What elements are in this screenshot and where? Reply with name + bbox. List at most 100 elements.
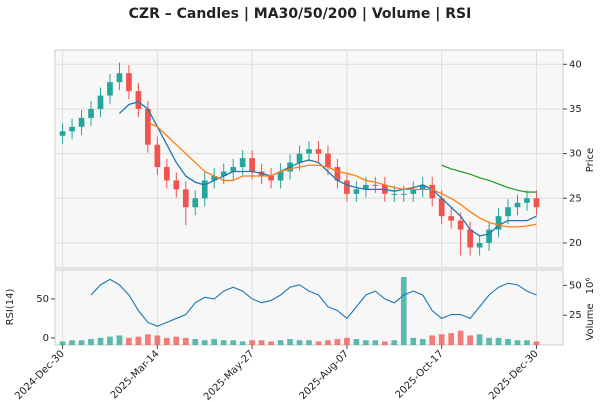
x-tick-label: 2025-Mar-14	[109, 348, 162, 401]
volume-bar	[315, 341, 322, 345]
candle-body	[220, 171, 227, 176]
volume-bar	[97, 337, 104, 345]
volume-bar	[344, 337, 350, 345]
volume-bar	[173, 336, 180, 345]
volume-bar	[363, 340, 369, 345]
volume-bar	[154, 335, 161, 345]
volume-bar	[429, 335, 436, 345]
volume-bar	[192, 339, 199, 345]
rsi-label: RSI(14)	[5, 289, 16, 326]
candle-body	[277, 171, 284, 181]
y-tick-label: 50	[569, 280, 582, 291]
volume-bar	[419, 339, 426, 345]
x-tick-label: 2025-Dec-30	[487, 348, 541, 402]
volume-offset: 10⁶	[585, 278, 596, 295]
volume-bar	[230, 340, 237, 345]
candle-body	[363, 184, 369, 190]
volume-bar	[258, 340, 265, 345]
volume-bar	[306, 340, 312, 345]
volume-bar	[400, 277, 407, 345]
candle-body	[211, 175, 218, 181]
candle-body	[201, 180, 208, 199]
candle-body	[230, 167, 237, 172]
volume-bar	[163, 337, 170, 345]
volume-bar	[69, 340, 75, 345]
volume-bar	[135, 336, 142, 345]
volume-bar	[514, 340, 521, 345]
volume-bar	[438, 334, 445, 345]
candle-body	[429, 184, 436, 199]
candle-body	[505, 207, 511, 217]
volume-bar	[126, 337, 132, 345]
volume-bar	[201, 340, 208, 345]
volume-bar	[410, 337, 417, 345]
volume-bar	[78, 340, 85, 345]
volume-bar	[391, 340, 398, 345]
y-tick-label: 35	[569, 104, 582, 115]
candle-body	[524, 198, 530, 203]
volume-bar	[467, 335, 473, 345]
x-tick-label: 2025-May-27	[202, 348, 256, 402]
candle-body	[126, 73, 132, 92]
candle-body	[344, 180, 350, 194]
volume-bar	[88, 339, 94, 345]
candle-body	[97, 95, 104, 109]
volume-bar	[334, 339, 341, 345]
candle-body	[325, 153, 331, 168]
volume-bar	[476, 334, 483, 345]
candle-body	[448, 216, 455, 221]
volume-bar	[533, 341, 540, 345]
candle-body	[495, 216, 502, 230]
moving-average	[147, 121, 537, 228]
volume-bar	[448, 333, 455, 345]
y-tick-label: 25	[569, 310, 582, 321]
volume-bar	[59, 341, 66, 345]
candle-body	[239, 158, 246, 168]
candle-body	[163, 167, 170, 181]
candle-body	[419, 184, 426, 190]
candle-body	[192, 198, 199, 208]
candle-body	[116, 73, 123, 83]
lower-panel	[54, 269, 564, 346]
candle-body	[296, 153, 303, 163]
candle-body	[107, 82, 113, 96]
volume-bar	[353, 339, 360, 345]
candle-body	[391, 193, 398, 195]
x-tick-label: 2025-Aug-07	[298, 348, 352, 402]
candle-body	[372, 184, 379, 186]
candle-body	[353, 189, 360, 194]
y-tick-label: 25	[569, 193, 582, 204]
candle-body	[467, 229, 473, 248]
candle-body	[145, 108, 151, 145]
volume-bar	[287, 339, 293, 345]
candle-body	[78, 117, 85, 127]
candle-body	[400, 193, 407, 195]
moving-average	[441, 164, 537, 193]
volume-bar	[239, 341, 246, 345]
volume-bar	[145, 334, 151, 345]
price-label: Price	[585, 148, 596, 172]
volume-bar	[524, 340, 530, 345]
volume-bar	[296, 340, 303, 345]
volume-bar	[381, 341, 388, 345]
volume-bar	[182, 337, 189, 345]
volume-label: Volume	[585, 303, 596, 340]
volume-bar	[268, 341, 274, 345]
volume-bar	[457, 330, 464, 345]
candle-body	[438, 198, 445, 217]
y-tick-label: 0	[43, 333, 49, 344]
candle-body	[457, 220, 464, 230]
candle-body	[306, 149, 312, 154]
volume-bar	[211, 339, 218, 345]
volume-bar	[220, 340, 227, 345]
volume-bar	[325, 340, 331, 345]
candle-body	[410, 189, 417, 194]
candle-body	[334, 167, 341, 181]
candle-body	[59, 131, 66, 136]
volume-bar	[495, 337, 502, 345]
y-tick-label: 20	[569, 238, 582, 249]
volume-bar	[249, 340, 255, 345]
candle-body	[249, 158, 255, 172]
y-tick-label: 50	[36, 294, 49, 305]
candle-body	[486, 229, 492, 243]
